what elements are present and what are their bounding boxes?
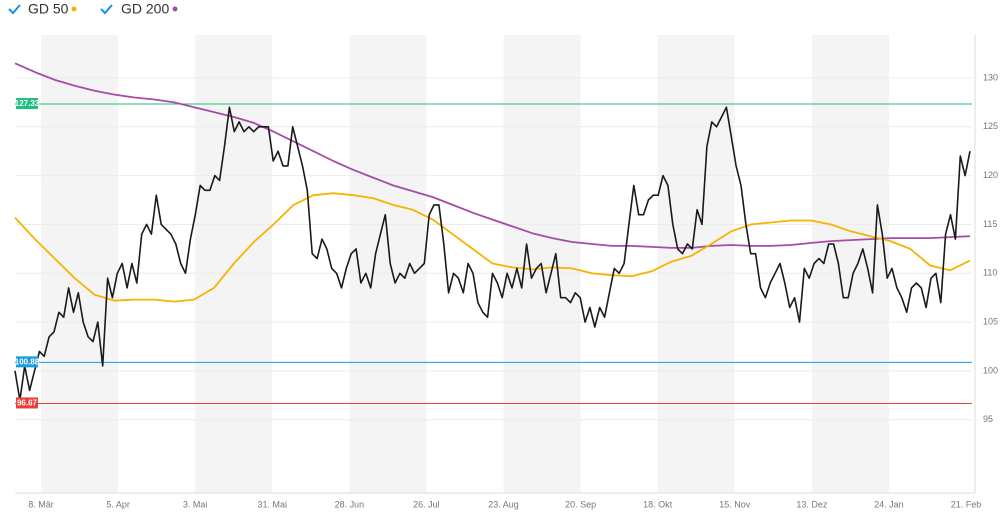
x-tick-label: 26. Jul xyxy=(413,499,440,509)
bands xyxy=(41,35,889,493)
series-line xyxy=(14,62,971,249)
level-label: 96.67 xyxy=(17,399,38,408)
legend-dot xyxy=(172,6,178,12)
y-tick-label: 95 xyxy=(983,414,993,424)
level-badge xyxy=(16,397,38,409)
band xyxy=(349,35,427,493)
x-tick-label: 20. Sep xyxy=(565,499,596,509)
x-tick-label: 15. Nov xyxy=(719,499,751,509)
legend-label[interactable]: GD 200 xyxy=(121,1,169,17)
legend-item[interactable]: GD 50 xyxy=(8,1,77,17)
level-badge xyxy=(16,356,38,368)
y-tick-label: 120 xyxy=(983,170,998,180)
y-tick-label: 115 xyxy=(983,219,997,229)
level-lines xyxy=(15,103,972,404)
x-tick-label: 21. Feb xyxy=(951,499,982,509)
x-tick-label: 28. Jun xyxy=(335,499,365,509)
y-tick-label: 110 xyxy=(983,268,997,278)
y-tick-label: 125 xyxy=(983,121,998,131)
level-label: 100.88 xyxy=(15,357,40,366)
band xyxy=(657,35,735,493)
x-tick-label: 13. Dez xyxy=(796,499,828,509)
x-tick-label: 18. Okt xyxy=(643,499,673,509)
y-tick-label: 130 xyxy=(983,72,998,82)
labels: 8. Mär 5. Apr 3. Mai 31. Mai 28. Jun 26. Jul 2… xyxy=(15,72,998,509)
x-tick-label: 3. Mai xyxy=(183,499,208,509)
checkbox[interactable] xyxy=(100,4,113,15)
legend: GD 50 GD 200 xyxy=(8,1,178,17)
legend-label[interactable]: GD 50 xyxy=(28,1,69,17)
series-line xyxy=(14,192,971,303)
x-tick-label: 5. Apr xyxy=(106,499,130,509)
band xyxy=(41,35,119,493)
series-line xyxy=(14,106,971,401)
legend-dot xyxy=(71,6,77,12)
level-label: 127.33 xyxy=(15,99,40,108)
legend-item[interactable]: GD 200 xyxy=(100,1,178,17)
x-tick-label: 24. Jan xyxy=(874,499,904,509)
checkbox[interactable] xyxy=(8,4,21,15)
x-tick-label: 31. Mai xyxy=(257,499,287,509)
y-tick-label: 105 xyxy=(983,316,998,326)
plot xyxy=(14,62,971,401)
x-tick-label: 23. Aug xyxy=(488,499,519,509)
level-badge xyxy=(16,98,38,110)
y-tick-label: 100 xyxy=(983,365,998,375)
grid xyxy=(15,35,976,494)
band xyxy=(811,35,889,493)
x-tick-label: 8. Mär xyxy=(28,499,54,509)
